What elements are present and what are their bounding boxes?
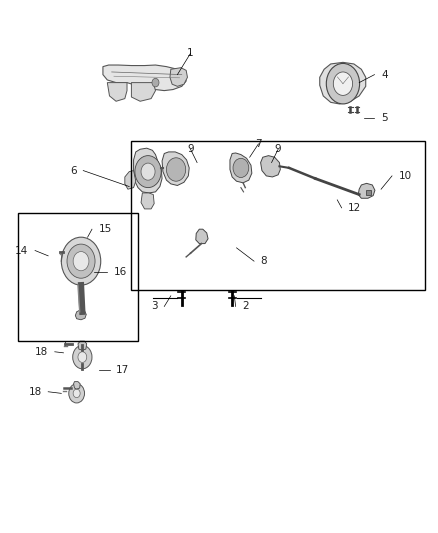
Polygon shape <box>141 193 154 209</box>
Text: 5: 5 <box>381 114 388 123</box>
Polygon shape <box>103 65 186 91</box>
Circle shape <box>152 78 159 87</box>
Text: 18: 18 <box>35 347 48 357</box>
Text: 9: 9 <box>275 144 282 154</box>
Text: 3: 3 <box>151 302 158 311</box>
Circle shape <box>61 237 101 285</box>
Polygon shape <box>320 62 366 104</box>
Circle shape <box>233 158 249 177</box>
Polygon shape <box>75 310 86 320</box>
Circle shape <box>73 389 80 398</box>
Circle shape <box>333 72 353 95</box>
Polygon shape <box>107 83 127 101</box>
Bar <box>131 141 425 290</box>
Text: 12: 12 <box>348 203 361 213</box>
Text: 15: 15 <box>99 224 112 234</box>
Polygon shape <box>134 148 162 193</box>
Polygon shape <box>78 341 87 350</box>
Circle shape <box>73 252 89 271</box>
Text: 1: 1 <box>187 49 194 58</box>
Bar <box>18 213 138 341</box>
Text: 10: 10 <box>399 171 412 181</box>
Polygon shape <box>74 382 80 389</box>
Circle shape <box>326 63 360 104</box>
Circle shape <box>141 163 155 180</box>
Circle shape <box>135 156 161 188</box>
Text: 14: 14 <box>15 246 28 255</box>
Text: 18: 18 <box>28 387 42 397</box>
Text: 2: 2 <box>242 302 249 311</box>
Polygon shape <box>170 68 187 86</box>
Polygon shape <box>261 156 280 177</box>
Polygon shape <box>358 183 375 198</box>
Text: 16: 16 <box>114 267 127 277</box>
Circle shape <box>78 352 87 362</box>
Bar <box>366 190 371 195</box>
Circle shape <box>69 384 85 403</box>
Text: 8: 8 <box>261 256 267 266</box>
Circle shape <box>67 244 95 278</box>
Polygon shape <box>196 229 208 244</box>
Polygon shape <box>162 152 189 185</box>
Text: 9: 9 <box>187 144 194 154</box>
Polygon shape <box>131 83 155 101</box>
Text: 17: 17 <box>116 366 129 375</box>
Polygon shape <box>125 171 136 189</box>
Text: 4: 4 <box>381 70 388 79</box>
Text: 7: 7 <box>255 139 262 149</box>
Text: 6: 6 <box>70 166 77 175</box>
Polygon shape <box>230 153 252 183</box>
Circle shape <box>166 158 186 181</box>
Circle shape <box>73 345 92 369</box>
